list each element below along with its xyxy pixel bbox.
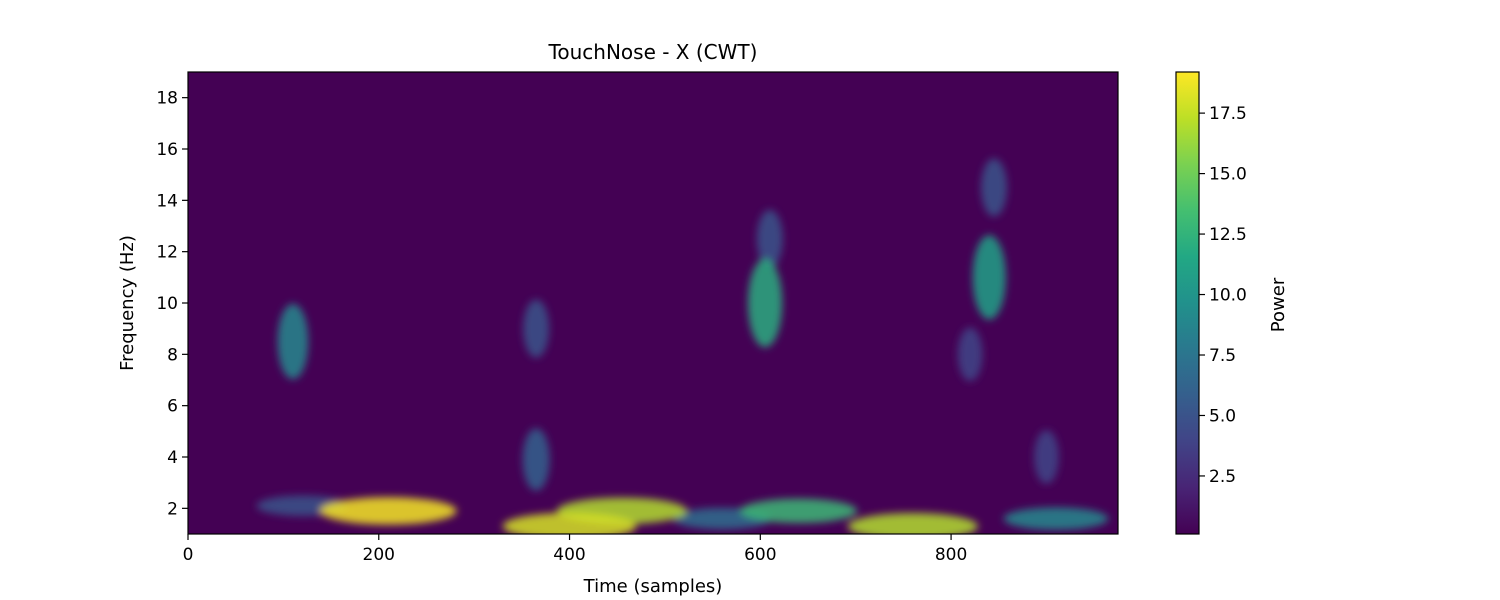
colorbar-label: Power — [1268, 277, 1289, 332]
power-peak — [277, 303, 309, 380]
x-tick-label: 400 — [553, 545, 585, 565]
y-tick-label: 8 — [167, 345, 178, 365]
power-peak — [981, 158, 1007, 217]
colorbar-tick-label: 2.5 — [1209, 467, 1236, 487]
power-peak — [756, 209, 783, 268]
y-tick-label: 6 — [167, 397, 178, 417]
power-peak — [957, 327, 983, 382]
y-tick-label: 18 — [156, 89, 178, 109]
colorbar-tick-label: 12.5 — [1209, 225, 1247, 245]
y-tick-label: 4 — [167, 448, 178, 468]
power-peak — [847, 513, 979, 534]
power-peak — [522, 428, 550, 491]
colorbar: 2.5 5.0 7.5 10.0 12.5 15.0 17.5 Power — [1175, 71, 1289, 535]
y-tick-label: 12 — [156, 243, 178, 263]
x-tick-label: 0 — [183, 545, 194, 565]
power-peaks — [256, 158, 1109, 534]
power-peak — [739, 498, 858, 524]
power-peak — [747, 258, 783, 348]
power-peak — [972, 235, 1006, 320]
colorbar-tick-label: 5.0 — [1209, 406, 1236, 426]
power-peak — [523, 299, 550, 358]
heatmap-background — [188, 72, 1118, 534]
power-peak — [319, 497, 457, 525]
chart-title: TouchNose - X (CWT) — [548, 40, 758, 64]
x-tick-label: 200 — [363, 545, 395, 565]
x-axis: 0 200 400 600 800 — [183, 534, 967, 565]
heatmap-area — [187, 71, 1119, 535]
power-peak — [1003, 507, 1109, 530]
x-axis-label: Time (samples) — [583, 576, 723, 597]
y-axis: 2 4 6 8 10 12 14 16 18 — [156, 89, 188, 519]
colorbar-tick-label: 15.0 — [1209, 165, 1247, 185]
colorbar-tick-label: 10.0 — [1209, 286, 1247, 306]
x-tick-label: 600 — [744, 545, 776, 565]
y-axis-label: Frequency (Hz) — [117, 235, 138, 371]
colorbar-ticks: 2.5 5.0 7.5 10.0 12.5 15.0 17.5 — [1199, 104, 1247, 487]
y-tick-label: 10 — [156, 294, 178, 314]
y-tick-label: 14 — [156, 191, 178, 211]
colorbar-gradient — [1175, 71, 1200, 535]
x-tick-label: 800 — [935, 545, 967, 565]
colorbar-tick-label: 17.5 — [1209, 104, 1247, 124]
power-peak — [1034, 430, 1059, 484]
y-tick-label: 16 — [156, 140, 178, 160]
y-tick-label: 2 — [167, 499, 178, 519]
power-peak — [502, 512, 637, 534]
colorbar-tick-label: 7.5 — [1209, 346, 1236, 366]
